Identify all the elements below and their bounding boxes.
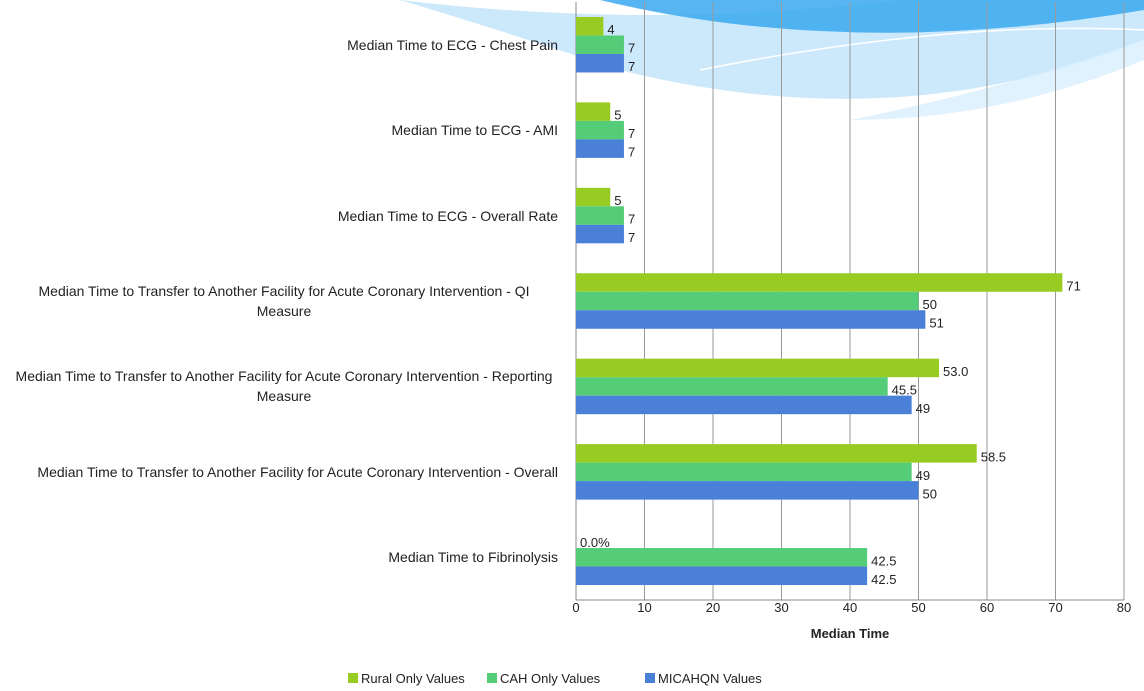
data-label: 50 xyxy=(923,297,937,312)
bar xyxy=(576,462,912,482)
bar xyxy=(576,187,611,207)
x-tick-label: 70 xyxy=(1048,600,1062,615)
data-label: 53.0 xyxy=(943,364,968,379)
bar xyxy=(576,35,624,54)
x-tick-label: 50 xyxy=(911,600,925,615)
legend-label: CAH Only Values xyxy=(500,671,601,686)
bar xyxy=(576,273,1063,292)
bar xyxy=(576,548,868,567)
x-tick-label: 40 xyxy=(843,600,857,615)
legend-label: Rural Only Values xyxy=(361,671,465,686)
bar xyxy=(576,444,977,463)
data-label: 42.5 xyxy=(871,553,896,568)
data-label: 5 xyxy=(614,193,621,208)
bar xyxy=(576,16,604,36)
y-tick-label: Median Time to ECG - Chest Pain xyxy=(0,15,558,75)
legend-swatch xyxy=(348,673,358,683)
data-label: 71 xyxy=(1066,279,1080,294)
bar xyxy=(576,377,888,396)
bar xyxy=(576,291,919,311)
y-tick-label: Median Time to Transfer to Another Facil… xyxy=(0,356,558,416)
bar xyxy=(576,481,919,500)
data-label: 42.5 xyxy=(871,572,896,587)
bar xyxy=(576,139,624,158)
x-axis-title: Median Time xyxy=(811,626,890,641)
x-tick-label: 0 xyxy=(572,600,579,615)
category-text: Median Time to Transfer to Another Facil… xyxy=(37,463,558,480)
bar xyxy=(576,358,940,378)
bar xyxy=(576,206,624,225)
bar xyxy=(576,120,624,140)
category-text: Median Time to Transfer to Another Facil… xyxy=(15,368,553,405)
data-label: 4 xyxy=(607,22,614,37)
data-label: 0.0% xyxy=(580,535,610,550)
data-label: 49 xyxy=(916,401,930,416)
data-label: 45.5 xyxy=(892,382,917,397)
category-text: Median Time to ECG - Chest Pain xyxy=(347,36,558,53)
data-label: 58.5 xyxy=(981,449,1006,464)
x-tick-label: 30 xyxy=(774,600,788,615)
bar xyxy=(576,224,624,244)
data-label: 7 xyxy=(628,230,635,245)
x-tick-label: 10 xyxy=(637,600,651,615)
data-label: 50 xyxy=(923,486,937,501)
x-tick-label: 20 xyxy=(706,600,720,615)
category-text: Median Time to Transfer to Another Facil… xyxy=(38,283,530,319)
data-label: 51 xyxy=(929,316,943,331)
y-tick-label: Median Time to ECG - AMI xyxy=(0,100,559,160)
y-tick-label: Median Time to Fibrinolysis xyxy=(0,527,558,587)
data-label: 7 xyxy=(628,145,635,160)
legend-swatch xyxy=(487,673,497,683)
category-text: Median Time to ECG - AMI xyxy=(391,122,559,139)
data-label: 5 xyxy=(614,108,621,123)
data-label: 7 xyxy=(628,41,635,56)
x-tick-label: 60 xyxy=(980,600,994,615)
bar xyxy=(576,53,624,73)
data-label: 7 xyxy=(628,212,635,227)
bar xyxy=(576,395,912,415)
y-tick-label: Median Time to ECG - Overall Rate xyxy=(0,186,558,246)
category-text: Median Time to ECG - Overall Rate xyxy=(337,207,558,224)
y-tick-label: Median Time to Transfer to Another Facil… xyxy=(0,442,558,502)
data-label: 7 xyxy=(628,59,635,74)
bar xyxy=(576,310,926,329)
x-tick-label: 80 xyxy=(1117,600,1131,615)
category-text: Median Time to Fibrinolysis xyxy=(388,549,558,566)
bar xyxy=(576,102,611,121)
data-label: 7 xyxy=(628,126,635,141)
y-tick-label: Median Time to Transfer to Another Facil… xyxy=(0,271,558,331)
legend-label: MICAHQN Values xyxy=(658,671,762,686)
data-label: 49 xyxy=(916,468,930,483)
bar xyxy=(576,566,868,586)
legend-swatch xyxy=(645,673,655,683)
